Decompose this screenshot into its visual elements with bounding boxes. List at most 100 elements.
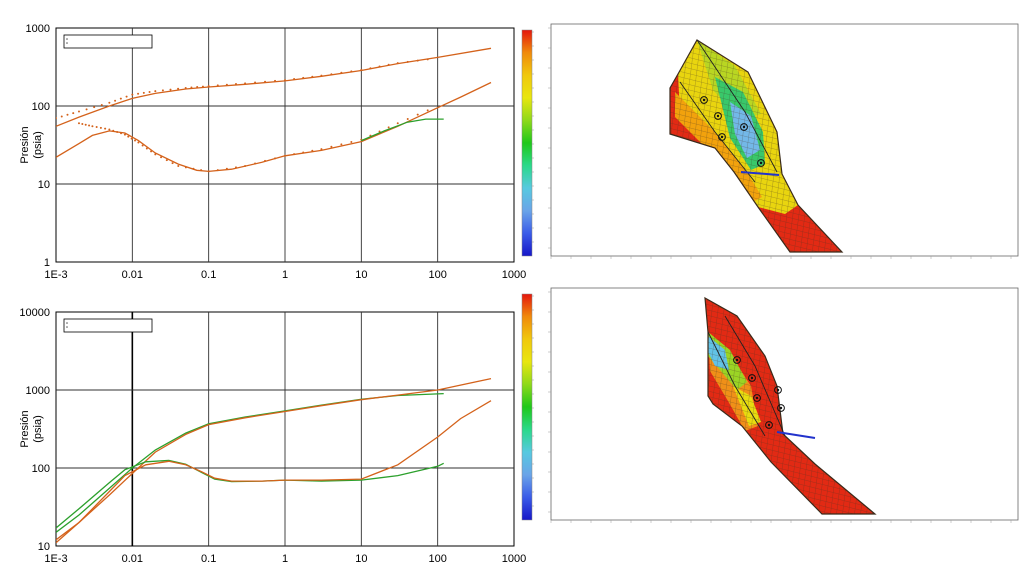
y-axis-label: Presión(psia) bbox=[19, 126, 44, 163]
data-point bbox=[330, 73, 333, 76]
data-point bbox=[93, 106, 96, 109]
data-point bbox=[284, 154, 286, 157]
x-tick-label: 1E-3 bbox=[44, 553, 67, 565]
x-tick-label: 10 bbox=[355, 553, 367, 565]
map-frame bbox=[550, 287, 1019, 521]
y-tick-label: 10000 bbox=[19, 307, 50, 319]
data-point bbox=[293, 77, 296, 80]
y-tick-label: 1000 bbox=[26, 385, 50, 397]
data-point bbox=[340, 143, 343, 146]
data-point bbox=[369, 67, 372, 70]
data-point bbox=[145, 147, 148, 150]
legend-box bbox=[63, 318, 153, 333]
well-marker bbox=[714, 112, 722, 120]
data-point bbox=[84, 123, 87, 126]
data-point bbox=[378, 65, 381, 68]
fault-line bbox=[679, 81, 756, 183]
data-point bbox=[154, 90, 157, 93]
data-point bbox=[154, 153, 157, 156]
data-point bbox=[207, 170, 210, 173]
data-point bbox=[426, 109, 429, 112]
horizontal-well bbox=[740, 171, 780, 176]
data-point bbox=[104, 127, 107, 130]
y-tick-label: 1000 bbox=[26, 23, 50, 35]
data-point bbox=[207, 85, 210, 88]
pressure-map-bottom bbox=[521, 287, 1019, 523]
x-tick-label: 100 bbox=[428, 269, 446, 281]
data-point bbox=[56, 117, 57, 120]
well-marker bbox=[777, 404, 785, 412]
x-tick-label: 1000 bbox=[502, 269, 526, 281]
data-point bbox=[234, 83, 237, 86]
colorbar bbox=[521, 29, 533, 257]
series-markers bbox=[77, 109, 429, 173]
data-point bbox=[184, 166, 187, 169]
data-point bbox=[169, 88, 172, 91]
data-point bbox=[350, 70, 353, 73]
data-point bbox=[416, 59, 419, 62]
data-point bbox=[137, 92, 140, 95]
data-point bbox=[123, 133, 126, 136]
reservoir-outline bbox=[704, 296, 877, 515]
x-tick-label: 1000 bbox=[502, 553, 526, 565]
pressure-loglog-chart-top: 1E-3 0.01 0.1 1 10 100 1000 1 10 100 1000 Presión(p… bbox=[19, 23, 526, 281]
data-point bbox=[108, 101, 111, 104]
data-point bbox=[184, 87, 187, 90]
well-marker bbox=[740, 123, 748, 131]
data-point bbox=[99, 126, 102, 129]
x-tick-label: 0.1 bbox=[201, 269, 216, 281]
x-tick-label: 10 bbox=[355, 269, 367, 281]
data-point bbox=[244, 165, 247, 168]
well-marker bbox=[718, 133, 726, 141]
data-point bbox=[274, 79, 277, 82]
x-tick-label: 1 bbox=[282, 269, 288, 281]
data-point bbox=[95, 126, 98, 129]
fault-line bbox=[696, 39, 778, 173]
x-tick-label: 1E-3 bbox=[44, 269, 67, 281]
data-point bbox=[160, 156, 163, 159]
data-point bbox=[387, 126, 390, 129]
well-marker bbox=[757, 159, 765, 167]
series-line bbox=[56, 377, 492, 541]
data-point bbox=[161, 89, 164, 92]
series-line bbox=[361, 118, 444, 142]
y-tick-label: 100 bbox=[32, 101, 50, 113]
data-point bbox=[131, 93, 134, 96]
y-tick-label: 10 bbox=[38, 541, 50, 553]
data-point bbox=[320, 148, 323, 151]
data-point bbox=[320, 74, 323, 77]
data-point bbox=[150, 150, 153, 153]
legend-box bbox=[63, 34, 153, 49]
data-point bbox=[340, 71, 343, 74]
pressure-map-top bbox=[521, 23, 1019, 259]
data-point bbox=[137, 141, 140, 144]
data-point bbox=[264, 80, 267, 83]
pressure-loglog-chart-bottom: 1E-3 0.01 0.1 1 10 100 1000 10 100 1000 10000 Presi… bbox=[19, 307, 526, 565]
data-point bbox=[225, 83, 228, 86]
data-point bbox=[311, 75, 314, 78]
data-point bbox=[141, 144, 144, 147]
data-point bbox=[165, 159, 168, 162]
data-point bbox=[216, 84, 219, 87]
data-point bbox=[130, 137, 133, 140]
horizontal-well bbox=[776, 431, 816, 439]
x-tick-label: 0.01 bbox=[122, 269, 143, 281]
data-point bbox=[72, 112, 75, 115]
data-point bbox=[85, 108, 88, 111]
data-point bbox=[112, 129, 115, 132]
data-point bbox=[91, 125, 94, 128]
data-point bbox=[254, 81, 257, 84]
data-point bbox=[311, 149, 314, 152]
data-point bbox=[330, 145, 333, 148]
y-tick-label: 1 bbox=[44, 257, 50, 269]
data-point bbox=[234, 166, 237, 169]
data-point bbox=[66, 113, 69, 116]
data-point bbox=[148, 91, 151, 94]
data-point bbox=[120, 132, 123, 135]
x-tick-label: 100 bbox=[428, 553, 446, 565]
data-point bbox=[225, 167, 228, 170]
data-point bbox=[416, 113, 419, 116]
well-marker bbox=[765, 421, 773, 429]
data-point bbox=[406, 117, 409, 120]
data-point bbox=[192, 167, 195, 170]
